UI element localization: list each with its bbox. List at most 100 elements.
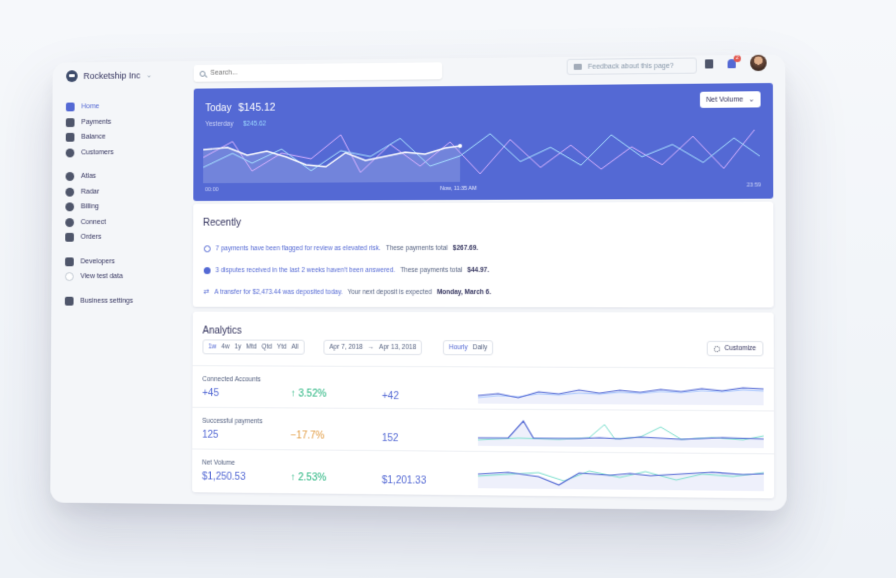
recent-row-transfer: ⇄ A transfer for $2,473.44 was deposited… <box>204 289 491 296</box>
successful-payments-sparkline <box>478 418 764 449</box>
recent-date: Monday, March 6. <box>437 289 491 296</box>
today-amount: $145.12 <box>238 102 275 114</box>
sidebar-item-balance[interactable]: Balance <box>66 129 192 145</box>
customize-button[interactable]: Customize <box>707 341 763 356</box>
top-icons: 2 <box>705 55 767 72</box>
payments-icon <box>66 118 75 127</box>
sparkline-area <box>478 421 764 449</box>
account-switcher[interactable]: Rocketship Inc ⌄ <box>66 69 192 82</box>
axis-start-label: 00:00 <box>205 187 218 193</box>
granularity-hourly[interactable]: Hourly <box>449 344 468 351</box>
date-range-picker[interactable]: Apr 7, 2018 → Apr 13, 2018 <box>323 340 422 355</box>
sidebar-item-atlas[interactable]: Atlas <box>66 168 192 184</box>
view-test-data-toggle[interactable]: View test data <box>65 269 191 284</box>
recent-link[interactable]: 3 disputes received in the last 2 weeks … <box>215 267 395 274</box>
toggle-icon[interactable] <box>65 272 74 281</box>
metric-compare: 152 <box>382 433 399 444</box>
balance-icon <box>66 133 75 142</box>
metric-change: ↑ 2.53% <box>290 472 326 483</box>
user-avatar[interactable] <box>750 55 767 71</box>
sidebar-item-label: Radar <box>81 188 99 195</box>
dashboard-window: Rocketship Inc ⌄ Home Payments Balance C… <box>50 54 786 510</box>
connect-icon <box>65 218 74 227</box>
feedback-button[interactable]: Feedback about this page? <box>567 57 697 74</box>
date-end: Apr 13, 2018 <box>379 344 416 351</box>
metric-change: ↑ 3.52% <box>291 388 327 399</box>
range-option[interactable]: Qtd <box>262 344 272 351</box>
today-label: Today <box>205 103 231 114</box>
sidebar-item-label: View test data <box>80 273 122 280</box>
notification-count-badge: 2 <box>734 54 741 61</box>
brand-name: Rocketship Inc <box>83 71 140 81</box>
megaphone-icon <box>574 64 582 70</box>
orders-icon <box>65 233 74 242</box>
net-volume-sparkline <box>478 460 764 491</box>
metric-value: +45 <box>202 388 219 399</box>
sidebar-item-connect[interactable]: Connect <box>65 214 191 230</box>
now-marker <box>458 144 462 148</box>
metric-select[interactable]: Net Volume ⌄ <box>700 91 761 108</box>
atlas-icon <box>66 172 75 181</box>
metric-row-net-volume[interactable]: Net Volume $1,250.53 ↑ 2.53% $1,201.33 <box>192 448 774 496</box>
sidebar-item-customers[interactable]: Customers <box>66 144 192 160</box>
recent-text: These payments total <box>386 245 448 252</box>
review-info-icon <box>204 245 211 252</box>
recent-text: These payments total <box>400 267 462 274</box>
today-header: Today $145.12 <box>205 102 275 114</box>
metric-select-value: Net Volume <box>706 96 743 103</box>
analytics-title: Analytics <box>203 326 242 337</box>
analytics-card: Analytics 1w 4w 1y Mtd Qtd Ytd All Apr 7… <box>192 312 774 499</box>
sidebar-item-label: Payments <box>81 119 111 126</box>
sidebar-item-label: Home <box>81 104 99 111</box>
recent-text: Your next deposit is expected <box>348 289 432 296</box>
sidebar-item-label: Business settings <box>80 297 133 304</box>
sidebar-item-label: Connect <box>81 219 106 226</box>
metric-row-connected-accounts[interactable]: Connected Accounts +45 ↑ 3.52% +42 <box>192 365 773 410</box>
chevron-down-icon: ⌄ <box>748 95 754 103</box>
customers-icon <box>66 148 75 157</box>
range-option[interactable]: All <box>291 344 298 351</box>
settings-icon <box>65 296 74 305</box>
recent-link[interactable]: 7 payments have been flagged for review … <box>216 245 381 252</box>
sidebar-item-developers[interactable]: Developers <box>65 254 191 269</box>
gear-icon <box>714 345 720 351</box>
recent-row-flagged: 7 payments have been flagged for review … <box>204 245 478 252</box>
developers-icon <box>65 257 74 266</box>
sidebar-item-label: Billing <box>81 204 99 211</box>
recent-link[interactable]: A transfer for $2,473.44 was deposited t… <box>214 289 342 296</box>
notifications-bell-icon[interactable]: 2 <box>728 59 736 68</box>
sidebar-item-billing[interactable]: Billing <box>65 199 191 215</box>
sidebar-item-label: Customers <box>81 149 114 156</box>
metric-change: −17.7% <box>291 430 325 441</box>
search-bar[interactable] <box>194 62 442 81</box>
sidebar-item-payments[interactable]: Payments <box>66 114 192 130</box>
range-option[interactable]: Mtd <box>246 344 257 351</box>
recently-title: Recently <box>203 218 241 229</box>
range-option[interactable]: 1w <box>208 343 216 350</box>
rocketship-logo-icon <box>66 70 78 82</box>
metric-label: Net Volume <box>202 459 235 466</box>
customize-label: Customize <box>724 345 756 352</box>
dispute-alert-icon <box>204 267 211 274</box>
recently-card: Recently 7 payments have been flagged fo… <box>193 202 774 308</box>
home-icon <box>66 103 75 112</box>
metric-label: Connected Accounts <box>202 376 261 383</box>
range-option[interactable]: Ytd <box>277 344 287 351</box>
axis-now-label: Now, 11:35 AM <box>440 186 477 192</box>
feedback-label: Feedback about this page? <box>588 62 674 70</box>
metric-row-successful-payments[interactable]: Successful payments 125 −17.7% 152 <box>192 407 774 454</box>
range-option[interactable]: 1y <box>234 343 241 350</box>
sidebar-item-radar[interactable]: Radar <box>65 184 191 200</box>
metric-compare: $1,201.33 <box>382 475 426 486</box>
docs-book-icon[interactable] <box>705 59 713 68</box>
sidebar-item-orders[interactable]: Orders <box>65 230 191 246</box>
billing-icon <box>65 203 74 212</box>
sidebar: Rocketship Inc ⌄ Home Payments Balance C… <box>65 69 192 309</box>
range-selector: 1w 4w 1y Mtd Qtd Ytd All <box>202 339 304 354</box>
range-option[interactable]: 4w <box>221 343 229 350</box>
sidebar-item-business-settings[interactable]: Business settings <box>65 293 191 308</box>
sidebar-item-home[interactable]: Home <box>66 99 192 115</box>
search-input[interactable] <box>210 67 427 76</box>
granularity-daily[interactable]: Daily <box>473 344 488 351</box>
chevron-down-icon: ⌄ <box>146 71 152 79</box>
